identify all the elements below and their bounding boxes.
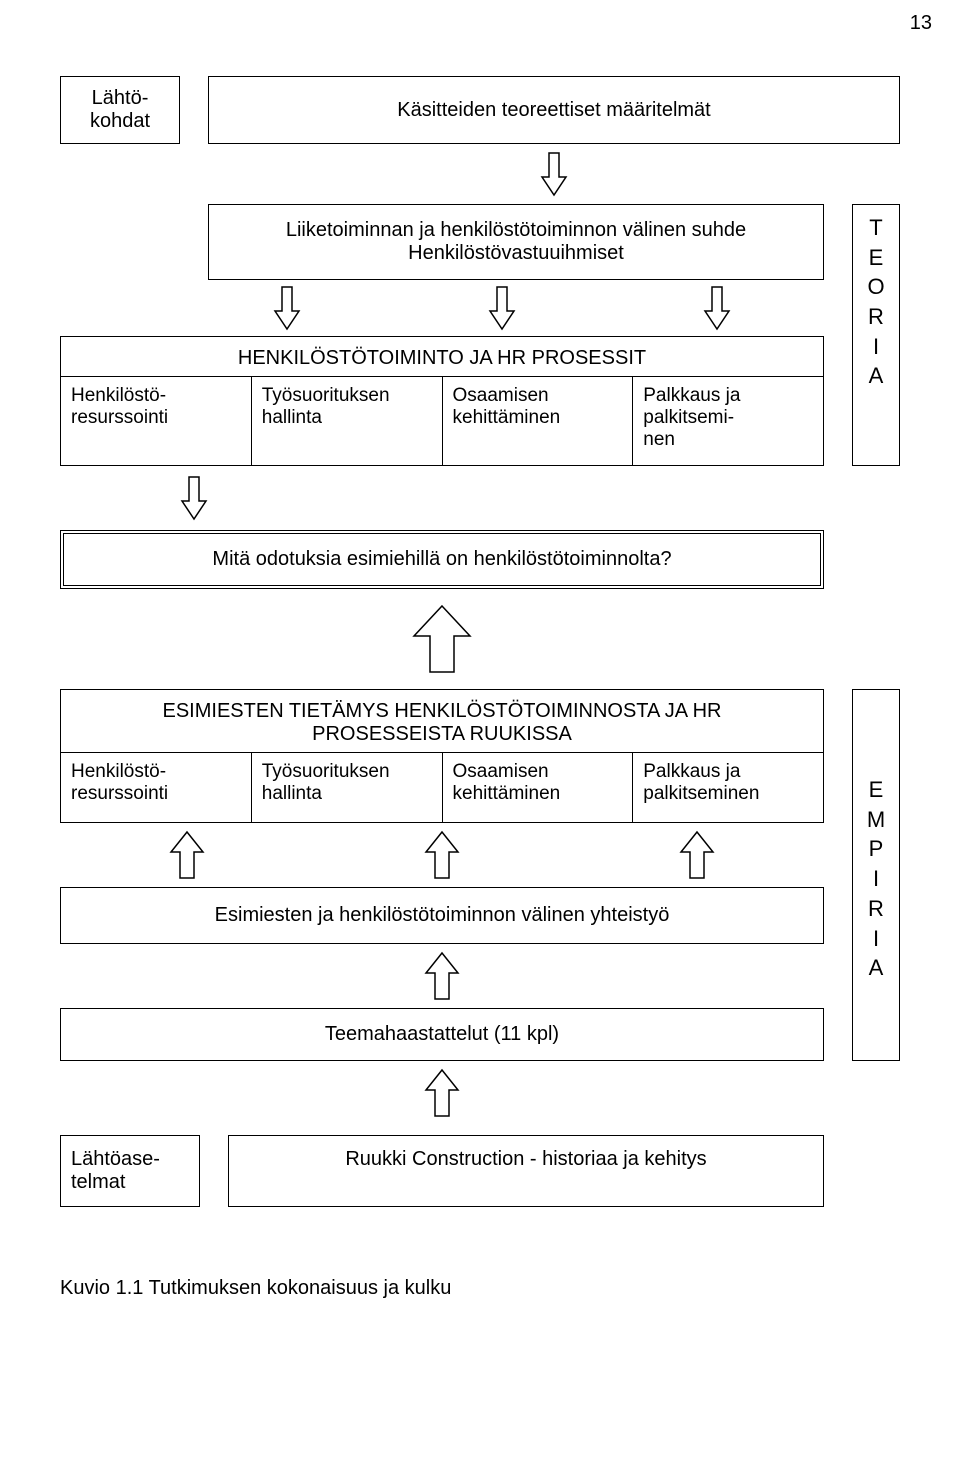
arrow-down-icon — [180, 475, 208, 521]
page: 13 Lähtö- kohdat Käsitteiden teoreettise… — [0, 0, 960, 1340]
three-arrows-up — [60, 823, 824, 887]
empiria-column: E M P I R I A — [852, 689, 900, 1061]
teoria-letter: A — [869, 361, 884, 391]
hr1-cell-3: Palkkaus ja palkitsemi- nen — [633, 376, 823, 465]
bottom-row: Lähtöase- telmat Ruukki Construction - h… — [60, 1135, 824, 1207]
kasite-box: Käsitteiden teoreettiset määritelmät — [208, 76, 900, 144]
three-arrows-down — [180, 280, 824, 336]
main-col-1: Liiketoiminnan ja henkilöstötoiminnon vä… — [60, 204, 824, 466]
ruukki-box: Ruukki Construction - historiaa ja kehit… — [228, 1135, 824, 1207]
empiria-letter: A — [869, 953, 884, 983]
teoria-letter: E — [869, 243, 884, 273]
teoria-letter: I — [873, 332, 879, 362]
liike-l1: Liiketoiminnan ja henkilöstötoiminnon vä… — [223, 219, 809, 242]
liike-box: Liiketoiminnan ja henkilöstötoiminnon vä… — [208, 204, 824, 280]
teoria-letter: T — [869, 213, 882, 243]
teema-text: Teemahaastattelut (11 kpl) — [325, 1023, 559, 1045]
arrow-up-wide-icon — [410, 602, 474, 676]
collab-text: Esimiesten ja henkilöstötoiminnon väline… — [215, 904, 670, 926]
hr2-cell-0: Henkilöstö- resurssointi — [61, 752, 252, 822]
hr-table-2: ESIMIESTEN TIETÄMYS HENKILÖSTÖTOIMINNOST… — [60, 689, 824, 823]
lahtoase-box: Lähtöase- telmat — [60, 1135, 200, 1207]
hr2-cell-2: Osaamisen kehittäminen — [443, 752, 634, 822]
hr2-cell-3: Palkkaus ja palkitseminen — [633, 752, 823, 822]
empiria-letter: E — [869, 775, 884, 805]
page-number: 13 — [910, 12, 932, 35]
wide-arrow-up — [60, 589, 824, 689]
hr2-cells: Henkilöstö- resurssointi Työsuorituksen … — [61, 752, 823, 822]
lahto-l1: Lähtö- — [92, 87, 149, 109]
hr1-cells: Henkilöstö- resurssointi Työsuorituksen … — [61, 376, 823, 465]
single-arrow-up-2 — [60, 1061, 824, 1125]
figure-caption: Kuvio 1.1 Tutkimuksen kokonaisuus ja kul… — [60, 1277, 900, 1300]
empiria-letter: M — [867, 805, 885, 835]
arrow-up-icon — [677, 828, 717, 882]
arrow-down-icon — [540, 151, 568, 197]
hr2-title: ESIMIESTEN TIETÄMYS HENKILÖSTÖTOIMINNOST… — [61, 690, 823, 752]
hr1-cell-2: Osaamisen kehittäminen — [443, 376, 634, 465]
teema-box: Teemahaastattelut (11 kpl) — [60, 1008, 824, 1061]
lahto-l2: kohdat — [90, 110, 150, 132]
arrow-down-2 — [60, 466, 900, 530]
arrow-up-icon — [422, 828, 462, 882]
hr1-title: HENKILÖSTÖTOIMINTO JA HR PROSESSIT — [61, 337, 823, 376]
empiria-letter: I — [873, 924, 879, 954]
mid-question-text: Mitä odotuksia esimiehillä on henkilöstö… — [212, 548, 671, 570]
arrow-up-icon — [167, 828, 207, 882]
empiria-letter: R — [868, 894, 884, 924]
teoria-letter: O — [867, 272, 884, 302]
collab-box: Esimiesten ja henkilöstötoiminnon väline… — [60, 887, 824, 944]
arrow-down-icon — [703, 285, 731, 331]
arrow-down-icon — [488, 285, 516, 331]
arrow-down-icon — [273, 285, 301, 331]
top-row: Lähtö- kohdat Käsitteiden teoreettiset m… — [60, 76, 900, 144]
hr1-cell-1: Työsuorituksen hallinta — [252, 376, 443, 465]
single-arrow-up-1 — [60, 944, 824, 1008]
teoria-letter: R — [868, 302, 884, 332]
arrow-down-1 — [208, 144, 900, 204]
teoria-column: T E O R I A — [852, 204, 900, 466]
hr1-cell-0: Henkilöstö- resurssointi — [61, 376, 252, 465]
mid-question-box: Mitä odotuksia esimiehillä on henkilöstö… — [60, 530, 824, 589]
lahto-box: Lähtö- kohdat — [60, 76, 180, 144]
liike-row-2: ESIMIESTEN TIETÄMYS HENKILÖSTÖTOIMINNOST… — [60, 689, 900, 1061]
hr-table-1: HENKILÖSTÖTOIMINTO JA HR PROSESSIT Henki… — [60, 336, 824, 466]
liike-row: Liiketoiminnan ja henkilöstötoiminnon vä… — [60, 204, 900, 466]
empiria-letter: P — [869, 834, 884, 864]
kasite-text: Käsitteiden teoreettiset määritelmät — [397, 99, 711, 122]
liike-l2: Henkilöstövastuuihmiset — [223, 242, 809, 265]
arrow-up-icon — [422, 1066, 462, 1120]
empiria-letter: I — [873, 864, 879, 894]
arrow-up-icon — [422, 949, 462, 1003]
hr2-cell-1: Työsuorituksen hallinta — [252, 752, 443, 822]
main-col-2: ESIMIESTEN TIETÄMYS HENKILÖSTÖTOIMINNOST… — [60, 689, 824, 1061]
ruukki-text: Ruukki Construction - historiaa ja kehit… — [345, 1148, 706, 1170]
